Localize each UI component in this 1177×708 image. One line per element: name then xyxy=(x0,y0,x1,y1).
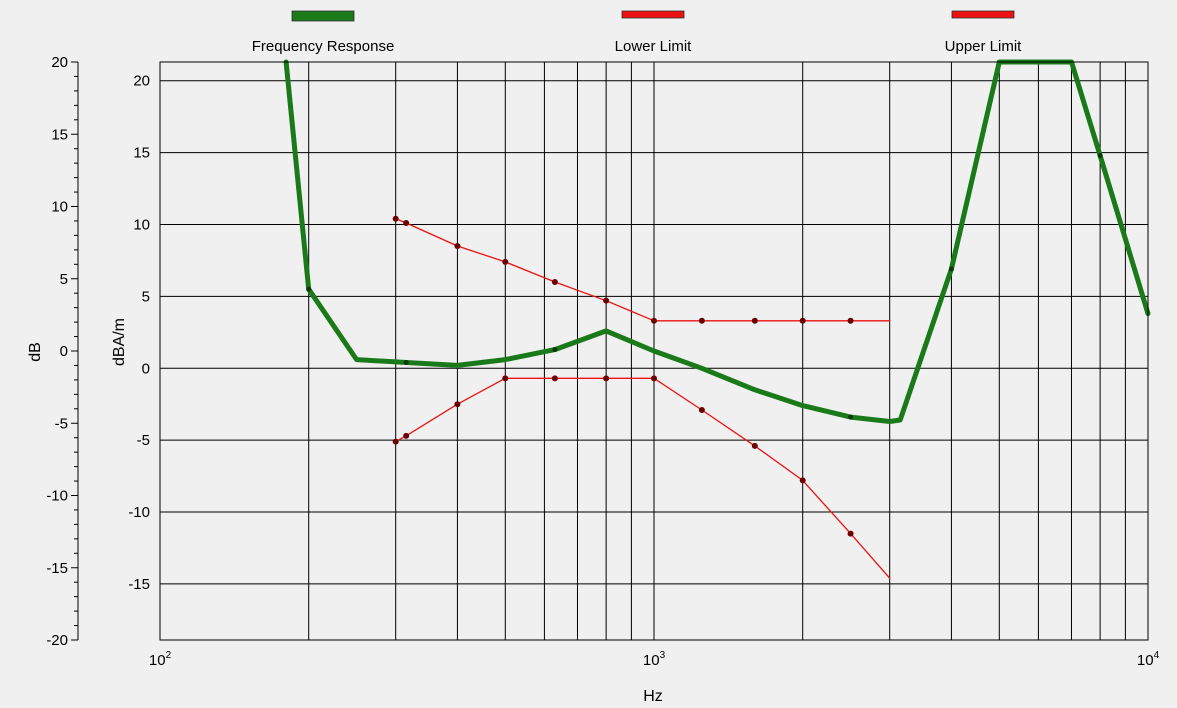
y-inner-tick-label: 5 xyxy=(142,288,150,305)
y-inner-tick-label: 10 xyxy=(133,216,150,233)
upper-limit-point xyxy=(603,297,610,304)
lower-limit-point xyxy=(502,375,509,382)
y-outer-tick-label: 10 xyxy=(51,199,68,216)
y-outer-tick-label: -20 xyxy=(46,632,68,649)
upper-limit-point xyxy=(502,258,509,265)
series-layer xyxy=(283,59,1151,579)
lower-limit-point xyxy=(454,401,461,408)
lower-limit-point xyxy=(603,375,610,382)
y-axis-title-db: dB xyxy=(27,342,44,362)
y-outer-tick-label: -10 xyxy=(46,488,68,505)
legend-swatch-frequency-response xyxy=(291,10,355,22)
frequency-response-point xyxy=(948,266,954,272)
y-axis-title-dba-m: dBA/m xyxy=(111,318,128,366)
lower-limit-point xyxy=(751,442,758,449)
axes: 20 15 10 5 0 -5 -10 -15 20 15 10 5 0 -5 -10 -15 -20 102 10… xyxy=(46,54,1159,669)
frequency-response-point xyxy=(1097,152,1103,158)
y-outer-tick-label: -5 xyxy=(55,415,68,432)
y-outer-tick-label: 0 xyxy=(60,343,68,360)
lower-limit-point xyxy=(698,406,705,413)
frequency-response-point xyxy=(403,360,409,366)
upper-limit-point xyxy=(392,215,399,222)
x-tick-label: 102 xyxy=(149,650,172,669)
frequency-response-point xyxy=(552,347,558,353)
legend-label-lower-limit: Lower Limit xyxy=(615,38,693,55)
y-inner-tick-label: 20 xyxy=(133,73,150,90)
upper-limit-point xyxy=(651,317,657,324)
upper-limit-point xyxy=(751,317,758,324)
lower-limit-point xyxy=(392,438,399,445)
lower-limit-line xyxy=(395,377,891,579)
frequency-response-line xyxy=(283,59,1151,424)
upper-limit-point xyxy=(454,243,461,250)
y-outer-tick-label: 5 xyxy=(60,271,68,288)
x-axis-title: Hz xyxy=(643,688,663,705)
upper-limit-line xyxy=(395,218,891,322)
lower-limit-point xyxy=(551,375,558,382)
legend-label-upper-limit: Upper Limit xyxy=(945,38,1023,55)
lower-limit-point xyxy=(403,432,410,439)
lower-limit-point xyxy=(799,477,806,484)
y-inner-tick-label: 0 xyxy=(142,360,150,377)
frequency-response-point xyxy=(306,286,312,292)
y-inner-tick-label: -10 xyxy=(128,504,150,521)
upper-limit-point xyxy=(698,317,705,324)
x-tick-label: 104 xyxy=(1137,650,1160,669)
x-tick-label: 103 xyxy=(643,650,666,669)
upper-limit-point xyxy=(847,317,854,324)
y-inner-tick-label: -5 xyxy=(137,432,150,449)
legend-swatch-lower-limit xyxy=(621,10,685,19)
lower-limit-point xyxy=(651,375,657,382)
y-outer-tick-label: -15 xyxy=(46,560,68,577)
upper-limit-point xyxy=(403,220,410,227)
legend-label-frequency-response: Frequency Response xyxy=(252,38,395,55)
y-outer-tick-label: 15 xyxy=(51,126,68,143)
y-outer-tick-label: 20 xyxy=(51,54,68,71)
legend-swatch-upper-limit xyxy=(951,10,1015,19)
legend: Frequency Response Lower Limit Upper Limit xyxy=(252,10,1023,55)
y-inner-tick-label: -15 xyxy=(128,576,150,593)
lower-limit-point xyxy=(847,530,854,537)
frequency-response-point xyxy=(848,414,854,420)
y-inner-tick-label: 15 xyxy=(133,145,150,162)
upper-limit-point xyxy=(799,317,806,324)
upper-limit-point xyxy=(551,278,558,285)
plot-frame xyxy=(159,61,1149,641)
